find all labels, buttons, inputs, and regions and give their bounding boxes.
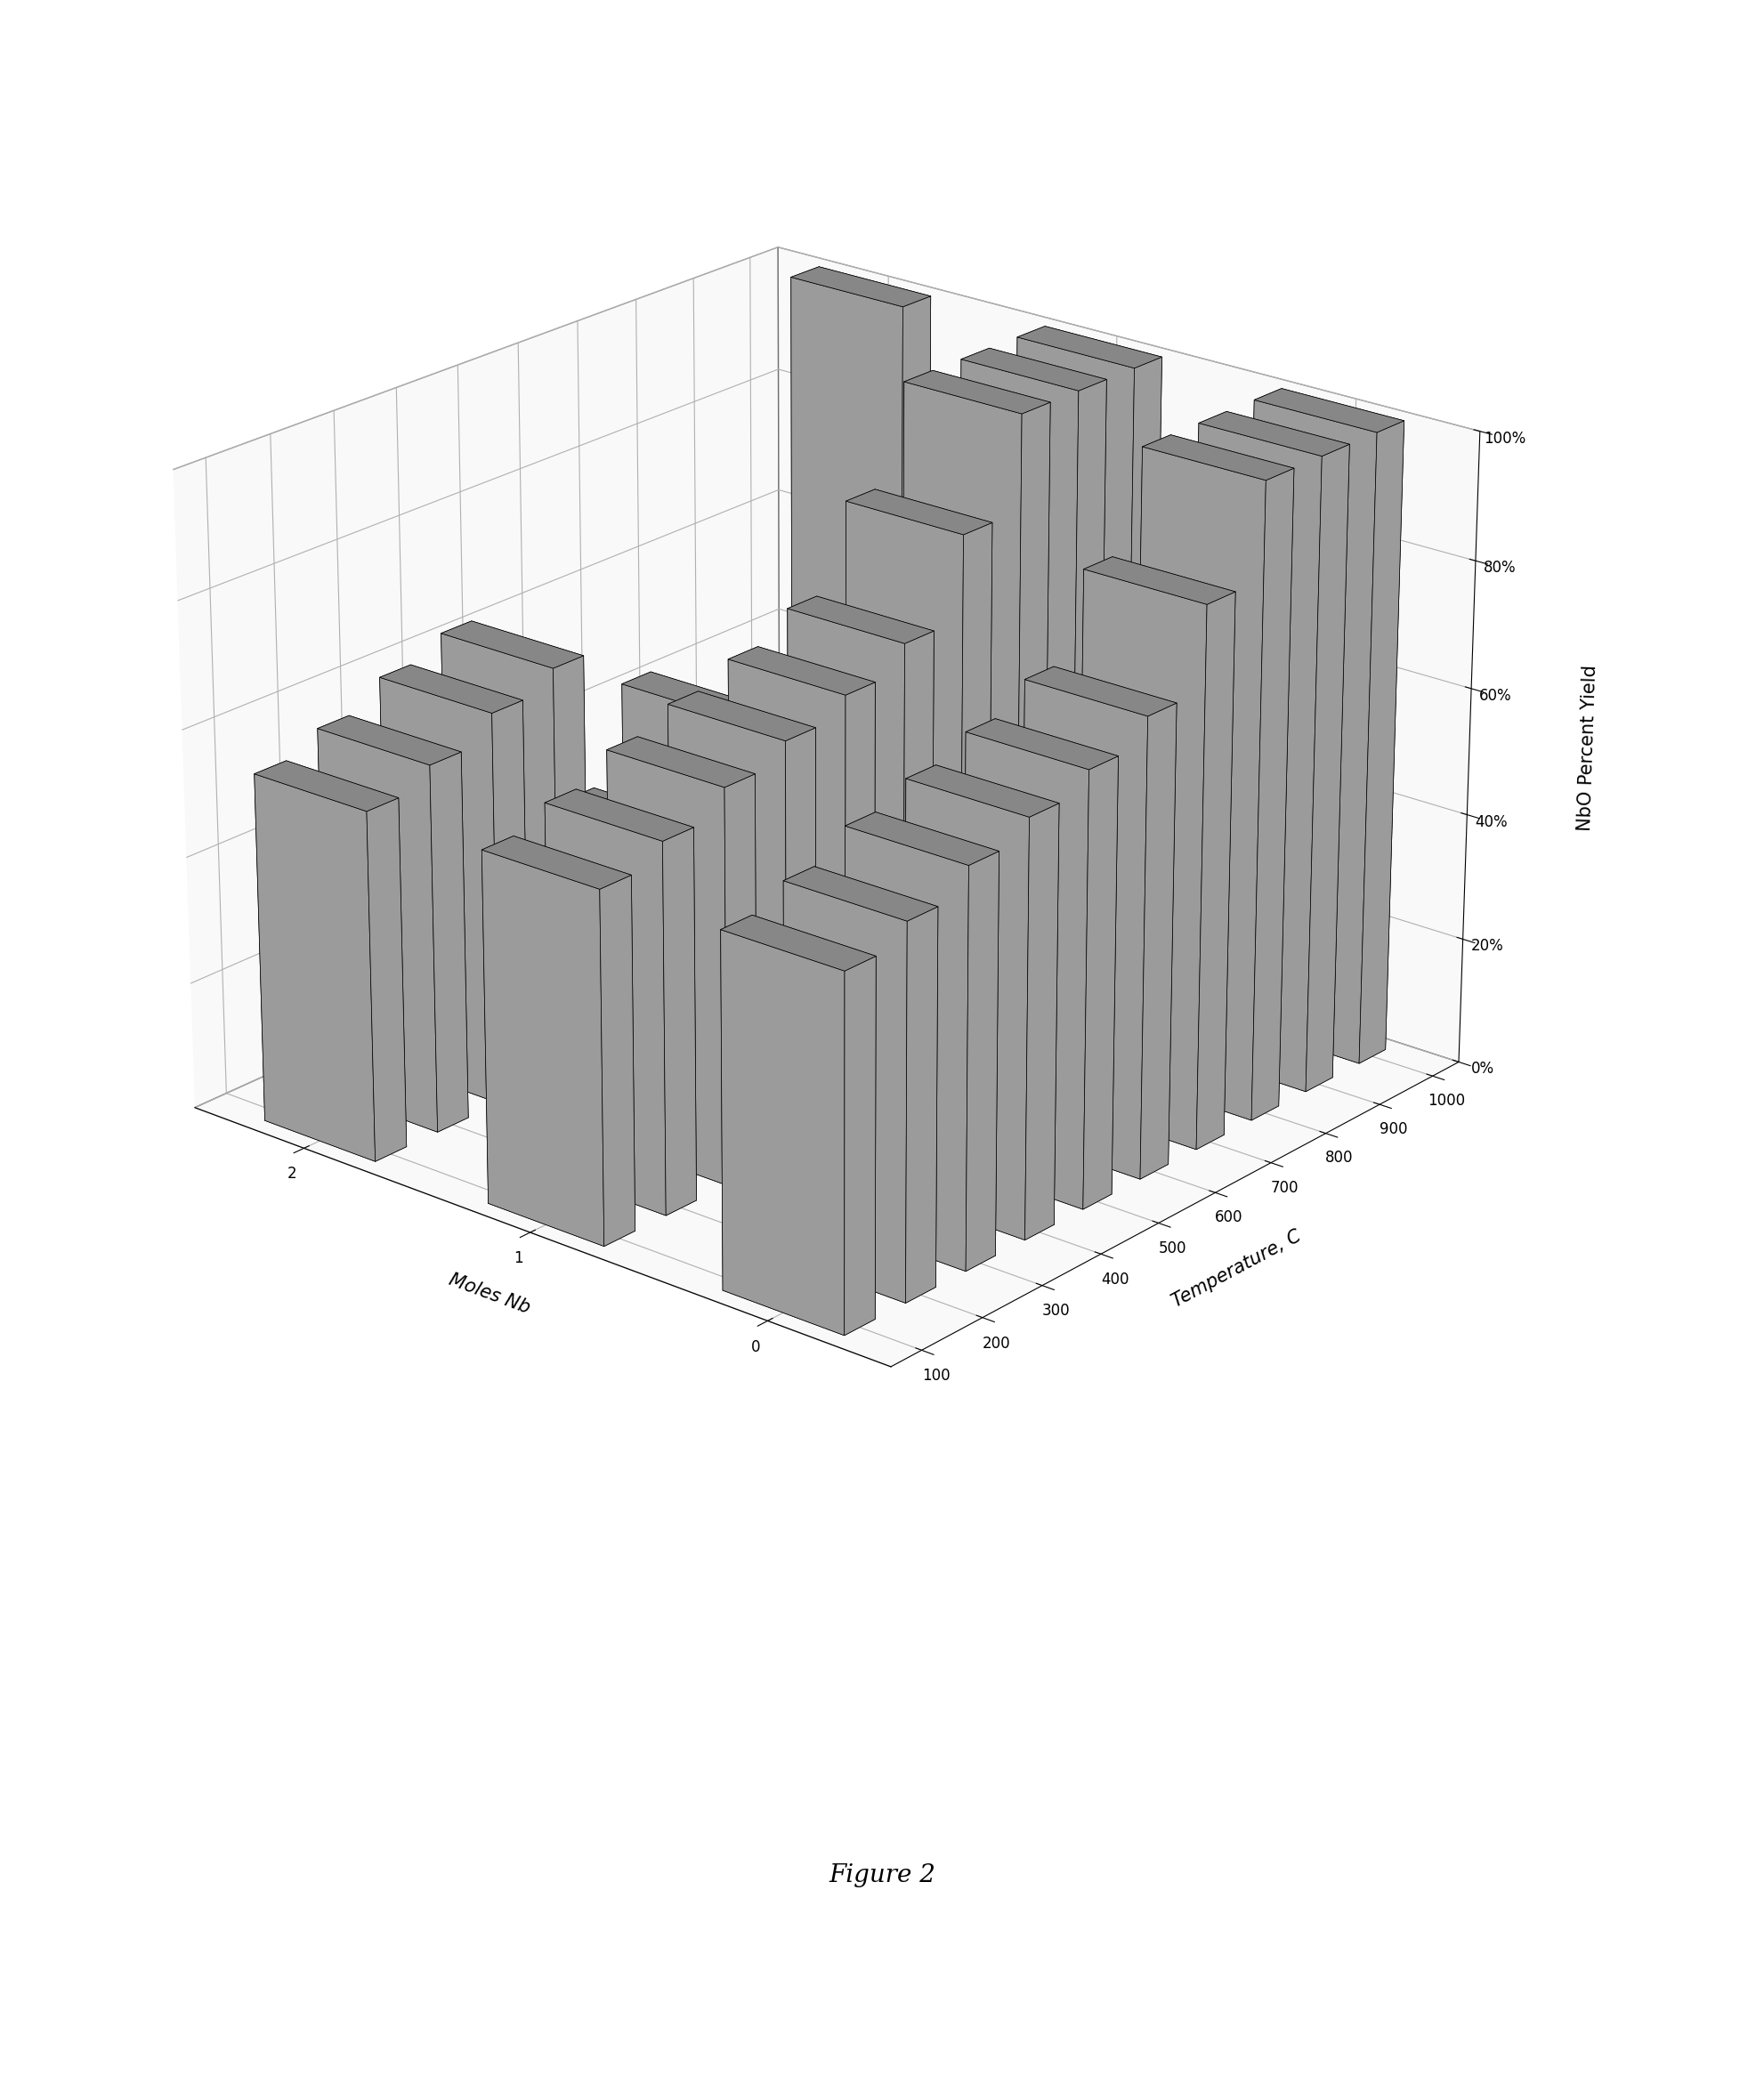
Text: Figure 2: Figure 2: [829, 1863, 935, 1888]
Y-axis label: Temperature, C: Temperature, C: [1170, 1227, 1304, 1311]
X-axis label: Moles Nb: Moles Nb: [446, 1271, 533, 1317]
